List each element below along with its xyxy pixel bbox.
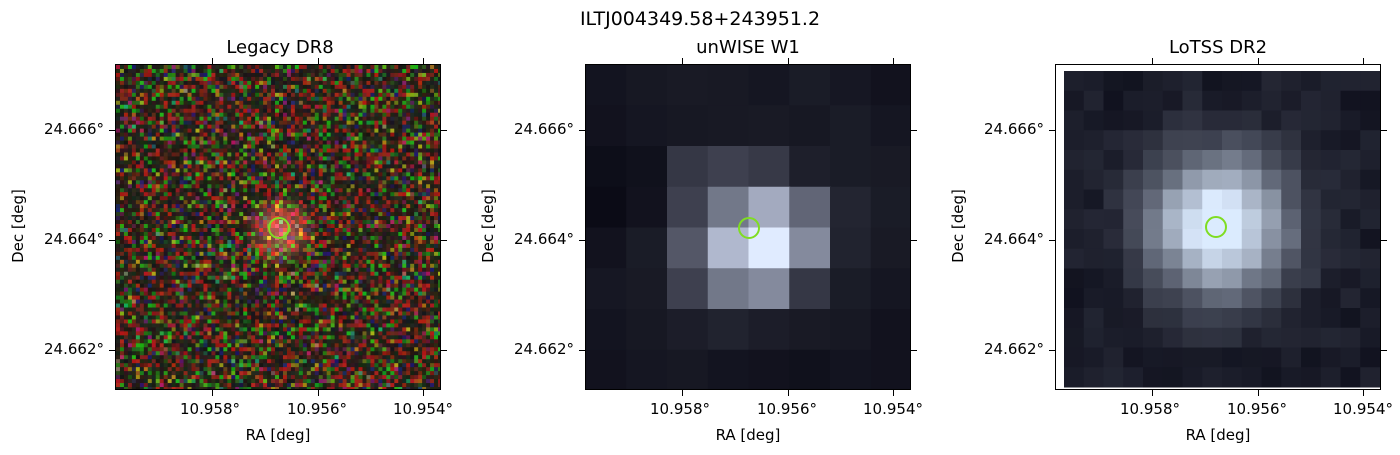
axis-tick-mark: [109, 130, 115, 131]
axis-tick-mark: [441, 240, 447, 241]
axis-tick-mark: [911, 240, 917, 241]
axis-tick-mark: [788, 390, 789, 396]
axis-tick-mark: [1381, 240, 1387, 241]
axis-tick-mark: [1258, 58, 1259, 64]
axis-tick-mark: [682, 390, 683, 396]
source-position-marker: [738, 217, 760, 239]
axis-tick-mark: [911, 350, 917, 351]
xlabel-lotss: RA [deg]: [1185, 426, 1251, 444]
axis-tick-mark: [1152, 390, 1153, 396]
axis-tick-mark: [579, 350, 585, 351]
xlabel-legacy: RA [deg]: [245, 426, 311, 444]
xtick-label: 10.956°: [757, 400, 817, 418]
ylabel-legacy: Dec [deg]: [9, 189, 27, 263]
axis-tick-mark: [1363, 58, 1364, 64]
ytick-label: 24.666°: [44, 120, 104, 138]
axis-tick-mark: [893, 58, 894, 64]
axis-tick-mark: [1049, 350, 1055, 351]
xtick-label: 10.954°: [393, 400, 453, 418]
axis-tick-mark: [1381, 350, 1387, 351]
xtick-label: 10.958°: [1120, 400, 1180, 418]
axis-tick-mark: [1363, 390, 1364, 396]
axis-tick-mark: [109, 240, 115, 241]
panel-title-lotss: LoTSS DR2: [1168, 37, 1268, 58]
axis-tick-mark: [318, 58, 319, 64]
ytick-label: 24.666°: [514, 120, 574, 138]
axis-tick-mark: [212, 390, 213, 396]
axis-tick-mark: [212, 58, 213, 64]
axis-tick-mark: [1049, 130, 1055, 131]
axis-tick-mark: [579, 240, 585, 241]
ytick-label: 24.666°: [984, 120, 1044, 138]
axis-tick-mark: [682, 58, 683, 64]
ytick-label: 24.664°: [44, 230, 104, 248]
axis-tick-mark: [1152, 58, 1153, 64]
axis-tick-mark: [893, 390, 894, 396]
panel-title-legacy: Legacy DR8: [226, 37, 334, 58]
xtick-label: 10.954°: [863, 400, 923, 418]
ylabel-unwise: Dec [deg]: [479, 189, 497, 263]
xtick-label: 10.958°: [650, 400, 710, 418]
axis-tick-mark: [441, 350, 447, 351]
source-position-marker: [268, 217, 290, 239]
ytick-label: 24.664°: [984, 230, 1044, 248]
axis-tick-mark: [423, 390, 424, 396]
axis-tick-mark: [1049, 240, 1055, 241]
axis-tick-mark: [1381, 130, 1387, 131]
lotss-image: [1055, 64, 1381, 390]
axis-tick-mark: [1258, 390, 1259, 396]
ytick-label: 24.662°: [514, 340, 574, 358]
ytick-label: 24.664°: [514, 230, 574, 248]
axis-tick-mark: [423, 58, 424, 64]
panel-title-unwise: unWISE W1: [696, 37, 800, 58]
ytick-label: 24.662°: [984, 340, 1044, 358]
axis-tick-mark: [911, 130, 917, 131]
axis-tick-mark: [441, 130, 447, 131]
axis-tick-mark: [788, 58, 789, 64]
xtick-label: 10.956°: [287, 400, 347, 418]
source-position-marker: [1205, 216, 1227, 238]
xtick-label: 10.956°: [1227, 400, 1287, 418]
axis-tick-mark: [579, 130, 585, 131]
axis-tick-mark: [318, 390, 319, 396]
xlabel-unwise: RA [deg]: [715, 426, 781, 444]
unwise-image: [585, 64, 911, 390]
xtick-label: 10.958°: [180, 400, 240, 418]
ylabel-lotss: Dec [deg]: [949, 189, 967, 263]
xtick-label: 10.954°: [1333, 400, 1393, 418]
ytick-label: 24.662°: [44, 340, 104, 358]
axis-tick-mark: [109, 350, 115, 351]
legacy-image: [115, 64, 441, 390]
figure-title: ILTJ004349.58+243951.2: [579, 8, 821, 30]
